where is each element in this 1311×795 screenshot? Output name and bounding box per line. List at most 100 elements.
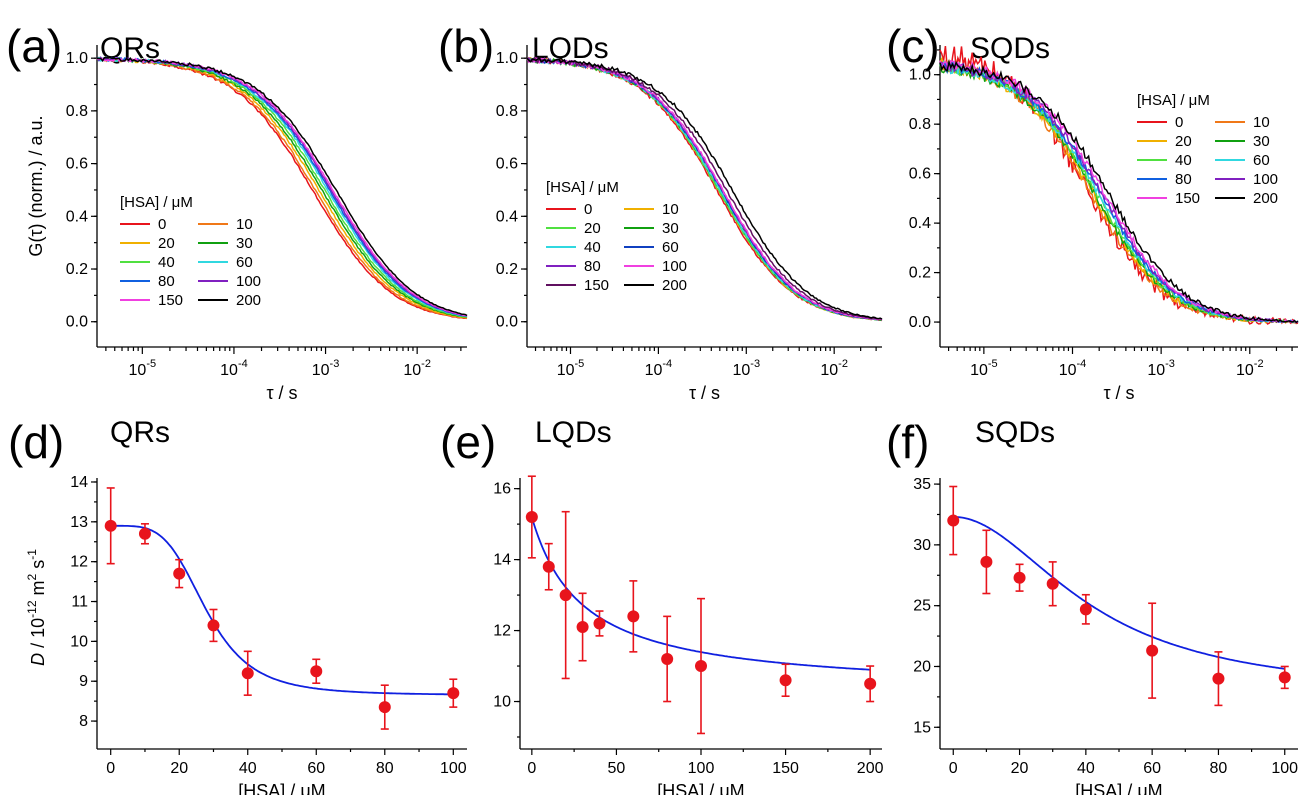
legend-label: 150 <box>158 292 183 309</box>
x-tick-label: 10-2 <box>403 358 431 379</box>
y-tick-label: 1.0 <box>66 50 88 67</box>
legend-label: 10 <box>1253 114 1270 131</box>
x-axis-title: [HSA] / μM <box>1075 781 1162 795</box>
legend-label: 40 <box>1175 152 1192 169</box>
x-tick-label: 10-4 <box>220 358 248 379</box>
y-tick-label: 11 <box>71 594 88 611</box>
panel-label: (c) <box>886 20 940 72</box>
panel-label: (e) <box>440 416 496 468</box>
x-tick-label: 20 <box>170 760 188 777</box>
panel-label: (b) <box>438 20 494 72</box>
panel-c: (c) SQDs 0.0 0.2 0.4 0.6 0.8 1.0 10-5 10-4 10-3 10-… <box>886 20 1299 403</box>
y-tick-label: 0.4 <box>496 208 518 225</box>
x-tick-label: 80 <box>376 760 394 777</box>
x-tick-label: 10-4 <box>1059 358 1087 379</box>
series-line-0 <box>96 56 468 320</box>
x-tick-label: 20 <box>1011 760 1029 777</box>
y-tick-label: 0.6 <box>909 166 931 183</box>
legend-label: 100 <box>662 258 687 275</box>
series-line-200 <box>96 56 468 317</box>
y-tick-label: 10 <box>493 694 511 711</box>
x-tick-label: 100 <box>688 760 715 777</box>
panel-label: (f) <box>886 416 929 468</box>
data-point <box>593 617 606 630</box>
legend-label: 0 <box>158 216 166 233</box>
y-axis-title: D / 10-12 m2 s-1 <box>25 549 48 666</box>
series-line-20 <box>939 56 1299 324</box>
y-tick-label: 14 <box>493 552 511 569</box>
series-line-100 <box>96 56 468 317</box>
x-tick-label: 40 <box>1077 760 1095 777</box>
data-point <box>310 665 323 678</box>
series-line-0 <box>939 46 1299 325</box>
legend-label: 200 <box>236 292 261 309</box>
data-point <box>104 519 117 532</box>
legend-label: 80 <box>584 258 601 275</box>
legend-label: 30 <box>1253 133 1270 150</box>
panel-label: (d) <box>8 416 64 468</box>
legend-title: [HSA] / μM <box>120 194 193 211</box>
legend-label: 60 <box>662 239 679 256</box>
legend-label: 100 <box>1253 171 1278 188</box>
panel-e: (e) LQDs 10 12 14 16 0 50 100 150 200 [HSA] / μM <box>440 416 884 795</box>
data-point <box>779 674 792 687</box>
y-tick-label: 9 <box>79 673 88 690</box>
x-tick-label: 0 <box>949 760 958 777</box>
series-line-60 <box>96 56 468 318</box>
y-tick-label: 12 <box>493 623 511 640</box>
series-line-150 <box>939 59 1299 324</box>
y-tick-label: 0.0 <box>496 314 518 331</box>
fit-curve <box>110 524 454 696</box>
y-axis-title: G(τ) (norm.) / a.u. <box>26 115 46 256</box>
data-point <box>1046 577 1059 590</box>
panel-title: LQDs <box>535 416 612 449</box>
y-tick-label: 0.0 <box>909 314 931 331</box>
legend-label: 10 <box>662 201 679 218</box>
legend: [HSA] / μM 0 10 20 30 40 60 80 100 150 200 <box>546 179 687 294</box>
legend-label: 200 <box>1253 190 1278 207</box>
legend-label: 80 <box>158 273 175 290</box>
y-tick-label: 1.0 <box>909 67 931 84</box>
x-tick-label: 200 <box>857 760 884 777</box>
legend-label: 60 <box>236 254 253 271</box>
y-tick-label: 0.4 <box>909 215 931 232</box>
series-line-30 <box>96 56 468 318</box>
data-point <box>627 610 640 623</box>
series-line-150 <box>96 57 468 317</box>
x-tick-label: 40 <box>239 760 257 777</box>
series-line-60 <box>939 60 1299 324</box>
legend-label: 30 <box>662 220 679 237</box>
y-tick-label: 20 <box>913 658 931 675</box>
y-tick-label: 0.4 <box>66 208 88 225</box>
x-tick-label: 100 <box>440 760 467 777</box>
legend-label: 10 <box>236 216 253 233</box>
y-tick-label: 10 <box>70 633 88 650</box>
series-line-40 <box>939 59 1299 324</box>
data-point <box>173 567 186 580</box>
legend-label: 150 <box>1175 190 1200 207</box>
legend-label: 60 <box>1253 152 1270 169</box>
x-tick-label: 10-3 <box>1147 358 1175 379</box>
x-tick-label: 10-2 <box>1236 358 1264 379</box>
series-line-200 <box>526 57 883 320</box>
y-tick-label: 25 <box>913 598 931 615</box>
legend-label: 80 <box>1175 171 1192 188</box>
y-tick-label: 15 <box>913 719 931 736</box>
legend-label: 40 <box>158 254 175 271</box>
y-tick-label: 1.0 <box>496 50 518 67</box>
x-tick-label: 10-5 <box>970 358 998 379</box>
x-tick-label: 10-5 <box>557 358 585 379</box>
series-line-100 <box>939 61 1299 324</box>
legend-label: 40 <box>584 239 601 256</box>
legend: [HSA] / μM 0 10 20 30 40 60 80 100 150 200 <box>120 194 261 309</box>
x-tick-label: 0 <box>106 760 115 777</box>
y-tick-label: 16 <box>493 481 511 498</box>
legend-title: [HSA] / μM <box>1137 92 1210 109</box>
data-point <box>980 555 993 568</box>
series-line-20 <box>96 57 468 319</box>
data-point <box>1013 571 1026 584</box>
data-point <box>576 621 589 634</box>
legend-label: 100 <box>236 273 261 290</box>
x-tick-label: 80 <box>1210 760 1228 777</box>
y-tick-label: 0.8 <box>909 116 931 133</box>
